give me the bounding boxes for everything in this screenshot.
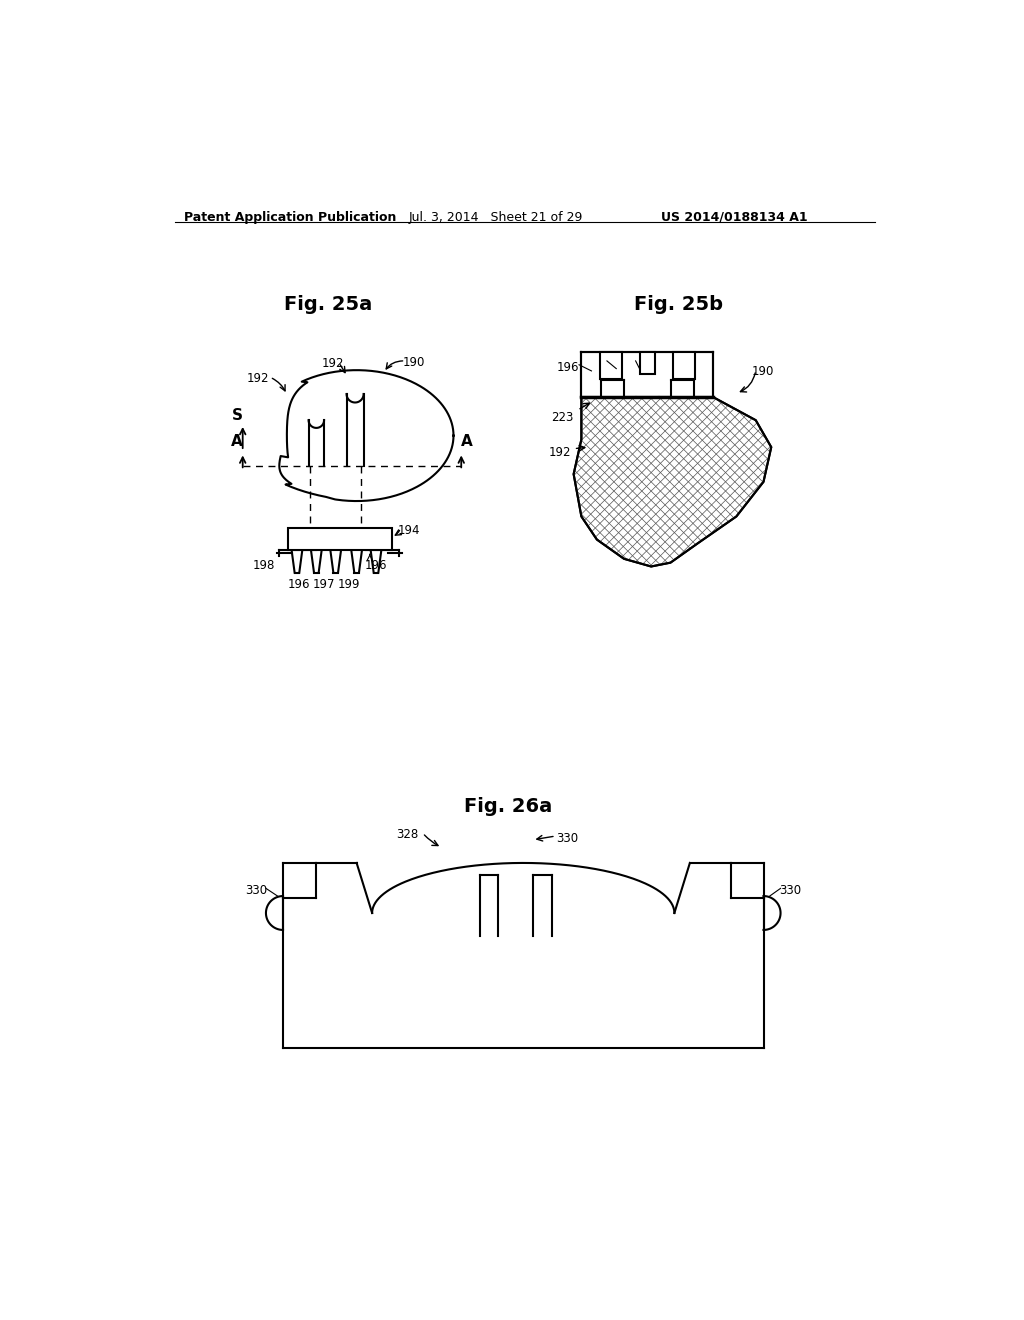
Text: 192: 192 bbox=[323, 358, 345, 370]
Text: Fig. 25b: Fig. 25b bbox=[634, 296, 723, 314]
Bar bbox=[640, 352, 655, 374]
Text: A: A bbox=[461, 434, 472, 449]
Text: 197: 197 bbox=[312, 578, 335, 591]
Text: 196: 196 bbox=[557, 360, 579, 374]
Text: 192: 192 bbox=[549, 446, 571, 458]
Text: 195: 195 bbox=[596, 356, 618, 370]
Text: 192: 192 bbox=[247, 372, 269, 384]
Bar bbox=[289, 528, 391, 549]
Text: 194: 194 bbox=[623, 356, 645, 370]
Text: 330: 330 bbox=[245, 884, 267, 896]
Text: S: S bbox=[231, 408, 243, 422]
Bar bbox=[582, 352, 713, 397]
Text: 199: 199 bbox=[338, 578, 360, 591]
Text: Fig. 25a: Fig. 25a bbox=[284, 296, 372, 314]
Text: Fig. 26a: Fig. 26a bbox=[464, 797, 552, 817]
Text: 223: 223 bbox=[551, 411, 573, 424]
Text: 194: 194 bbox=[397, 524, 420, 537]
Text: 330: 330 bbox=[779, 884, 802, 896]
Bar bbox=[600, 352, 622, 379]
Text: 190: 190 bbox=[403, 356, 426, 370]
Text: US 2014/0188134 A1: US 2014/0188134 A1 bbox=[662, 211, 808, 224]
Text: 198: 198 bbox=[253, 558, 274, 572]
Text: 328: 328 bbox=[396, 829, 419, 841]
Text: 190: 190 bbox=[752, 364, 774, 378]
Bar bbox=[673, 352, 694, 379]
Text: 330: 330 bbox=[556, 832, 578, 845]
Text: 196: 196 bbox=[288, 578, 309, 591]
Text: 196: 196 bbox=[365, 558, 387, 572]
Polygon shape bbox=[573, 397, 771, 566]
Text: A: A bbox=[231, 434, 243, 449]
Text: Jul. 3, 2014   Sheet 21 of 29: Jul. 3, 2014 Sheet 21 of 29 bbox=[409, 211, 583, 224]
Text: Patent Application Publication: Patent Application Publication bbox=[183, 211, 396, 224]
